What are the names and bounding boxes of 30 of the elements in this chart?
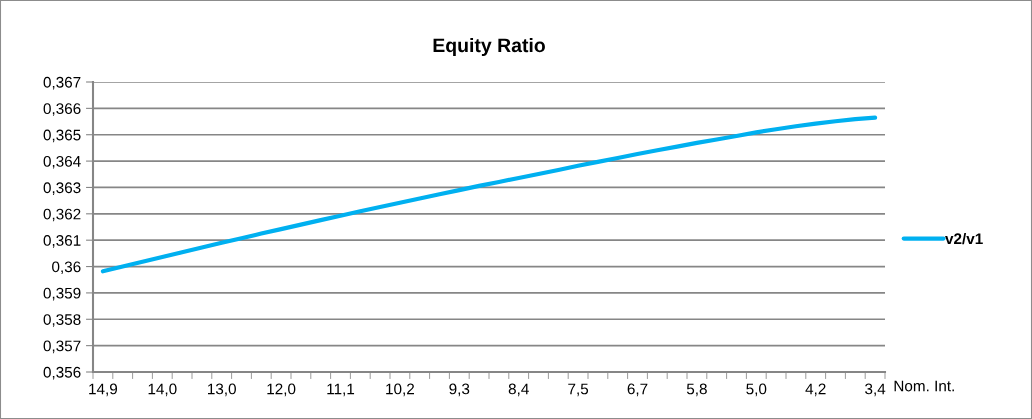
x-tick-label: 5,0 <box>746 383 767 397</box>
y-tick-label: 0,364 <box>43 155 81 169</box>
x-tick-label: 11,1 <box>327 383 355 397</box>
y-tick-label: 0,365 <box>43 129 81 143</box>
y-tick-label: 0,366 <box>43 103 81 116</box>
x-tick-label: 14,9 <box>89 383 118 397</box>
chart-title: Equity Ratio <box>433 37 545 57</box>
y-tick-label: 0,362 <box>43 208 81 222</box>
x-tick-label: 13,0 <box>208 383 236 397</box>
y-tick-label: 0,363 <box>43 182 81 195</box>
x-tick-label: 4,2 <box>805 383 826 397</box>
x-tick-label: 3,4 <box>865 383 886 397</box>
x-tick-label: 5,8 <box>686 383 707 397</box>
y-tick-label: 0,357 <box>43 340 81 354</box>
y-tick-label: 0,356 <box>43 366 81 380</box>
y-tick-label: 0,361 <box>43 235 81 248</box>
y-tick-label: 0,359 <box>43 287 81 301</box>
x-tick-label: 8,4 <box>508 383 529 397</box>
x-tick-label: 9,3 <box>449 383 470 397</box>
x-tick-label: 14,0 <box>148 383 177 397</box>
legend-label: v2/v1 <box>945 232 983 245</box>
x-tick-label: 7,5 <box>568 383 589 397</box>
x-tick-label: 10,2 <box>386 383 414 397</box>
y-tick-label: 0,367 <box>43 76 81 90</box>
x-axis-title: Nom. Int. <box>894 380 954 392</box>
x-tick-label: 12,0 <box>267 383 296 397</box>
line-series <box>100 115 878 274</box>
y-tick-label: 0,358 <box>43 314 81 327</box>
y-tick-label: 0,36 <box>52 261 81 275</box>
x-tick-label: 6,7 <box>627 383 648 397</box>
